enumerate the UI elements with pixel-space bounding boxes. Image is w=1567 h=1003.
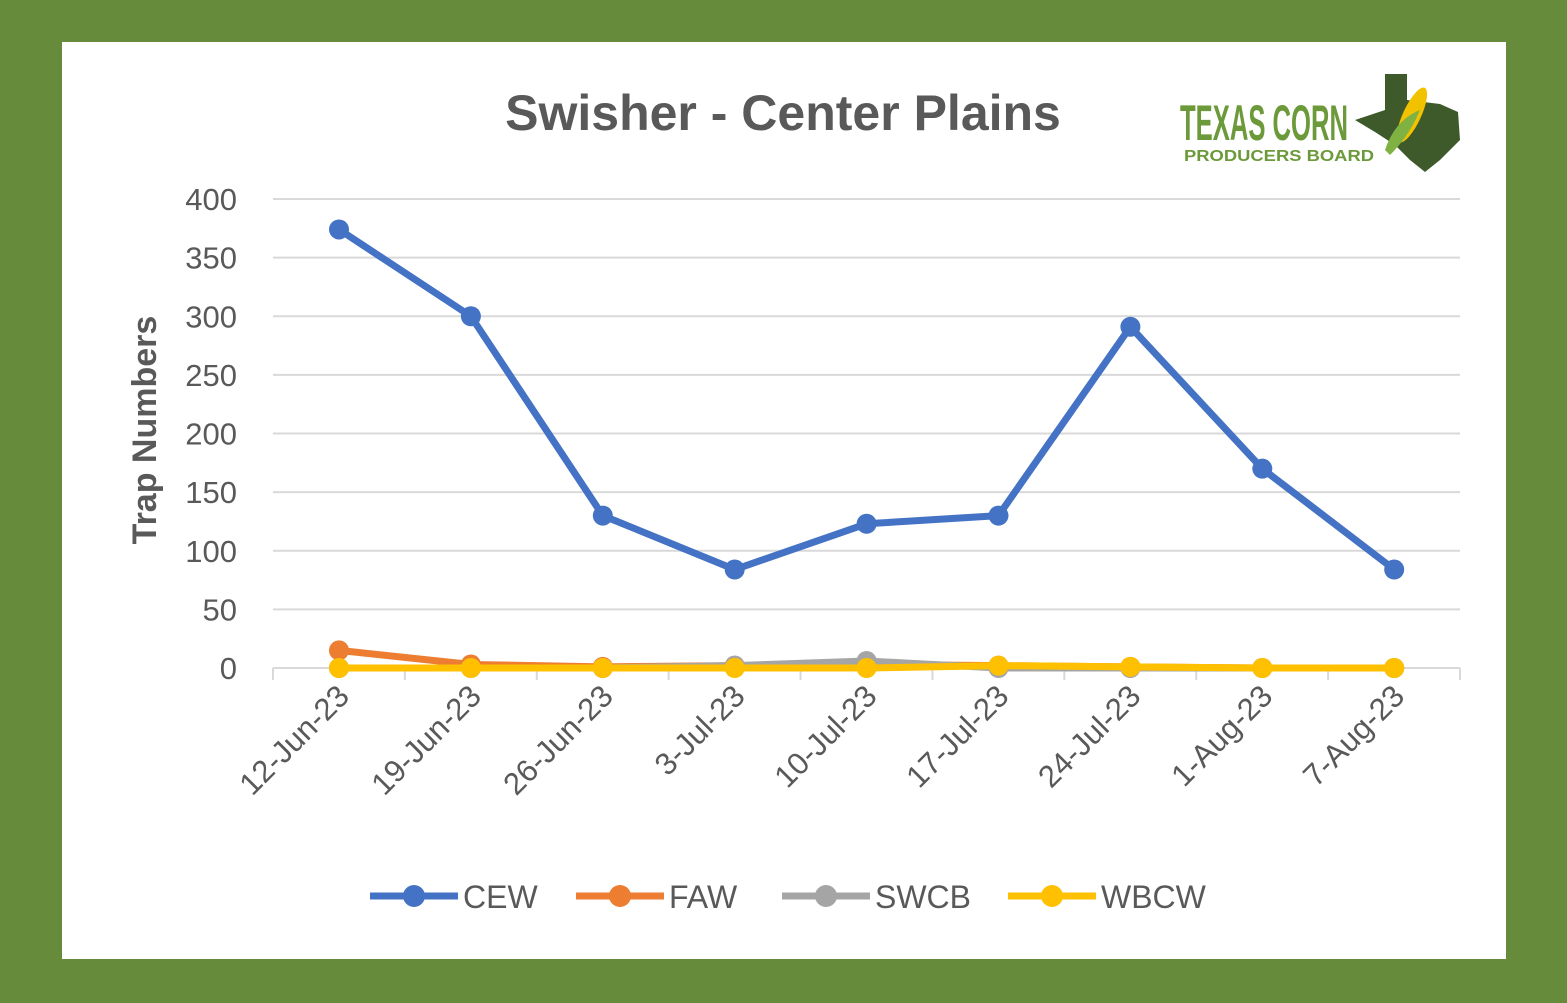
data-point-cew [1384, 559, 1405, 580]
data-point-faw [329, 640, 349, 661]
logo-line1: TEXAS CORN [1180, 95, 1348, 151]
y-tick-label: 200 [185, 417, 237, 452]
y-tick-label: 50 [203, 592, 237, 627]
x-tick-label: 1-Aug-23 [1164, 678, 1279, 793]
logo-line2: PRODUCERS BOARD [1184, 148, 1374, 165]
legend-label: SWCB [875, 879, 971, 915]
y-axis-label: Trap Numbers [126, 316, 164, 545]
x-tick-label: 3-Jul-23 [648, 678, 752, 782]
data-point-wbcw [1120, 656, 1141, 677]
data-point-cew [460, 306, 481, 327]
legend-label: CEW [463, 879, 538, 915]
y-tick-label: 400 [185, 182, 237, 217]
x-tick-label: 24-Jul-23 [1031, 678, 1147, 794]
x-tick-label: 19-Jun-23 [364, 678, 487, 801]
y-tick-label: 350 [185, 241, 237, 276]
data-point-wbcw [592, 658, 613, 678]
data-point-wbcw [1252, 658, 1273, 678]
data-point-cew [1252, 458, 1273, 479]
x-tick-label: 12-Jun-23 [232, 678, 355, 801]
x-tick-label: 26-Jun-23 [496, 678, 619, 801]
y-tick-label: 300 [185, 299, 237, 334]
x-tick-label: 7-Aug-23 [1296, 678, 1411, 793]
y-tick-label: 250 [185, 358, 237, 393]
data-point-cew [724, 559, 745, 580]
data-point-cew [329, 219, 349, 240]
data-point-wbcw [856, 658, 877, 678]
legend-marker-swcb [815, 885, 837, 907]
legend-marker-wbcw [1041, 885, 1063, 907]
data-point-wbcw [724, 658, 745, 678]
logo: TEXAS CORN PRODUCERS BOARD [1180, 74, 1460, 172]
data-point-wbcw [460, 658, 481, 678]
chart-title: Swisher - Center Plains [505, 85, 1061, 141]
data-point-cew [856, 513, 877, 534]
data-point-cew [988, 505, 1009, 526]
y-tick-label: 150 [185, 475, 237, 510]
legend-label: WBCW [1101, 879, 1207, 915]
legend-marker-cew [403, 885, 425, 907]
y-tick-label: 0 [220, 651, 237, 686]
x-tick-label: 10-Jul-23 [767, 678, 883, 794]
data-point-cew [592, 505, 613, 526]
data-point-cew [1120, 316, 1141, 337]
legend-marker-faw [609, 885, 631, 907]
corn-husk-icon [1385, 110, 1420, 155]
x-tick-label: 17-Jul-23 [899, 678, 1015, 794]
data-point-wbcw [988, 655, 1009, 676]
legend-label: FAW [669, 879, 738, 915]
data-point-wbcw [1384, 658, 1405, 678]
y-tick-label: 100 [185, 534, 237, 569]
chart-panel [62, 42, 1506, 959]
data-point-wbcw [329, 658, 349, 678]
